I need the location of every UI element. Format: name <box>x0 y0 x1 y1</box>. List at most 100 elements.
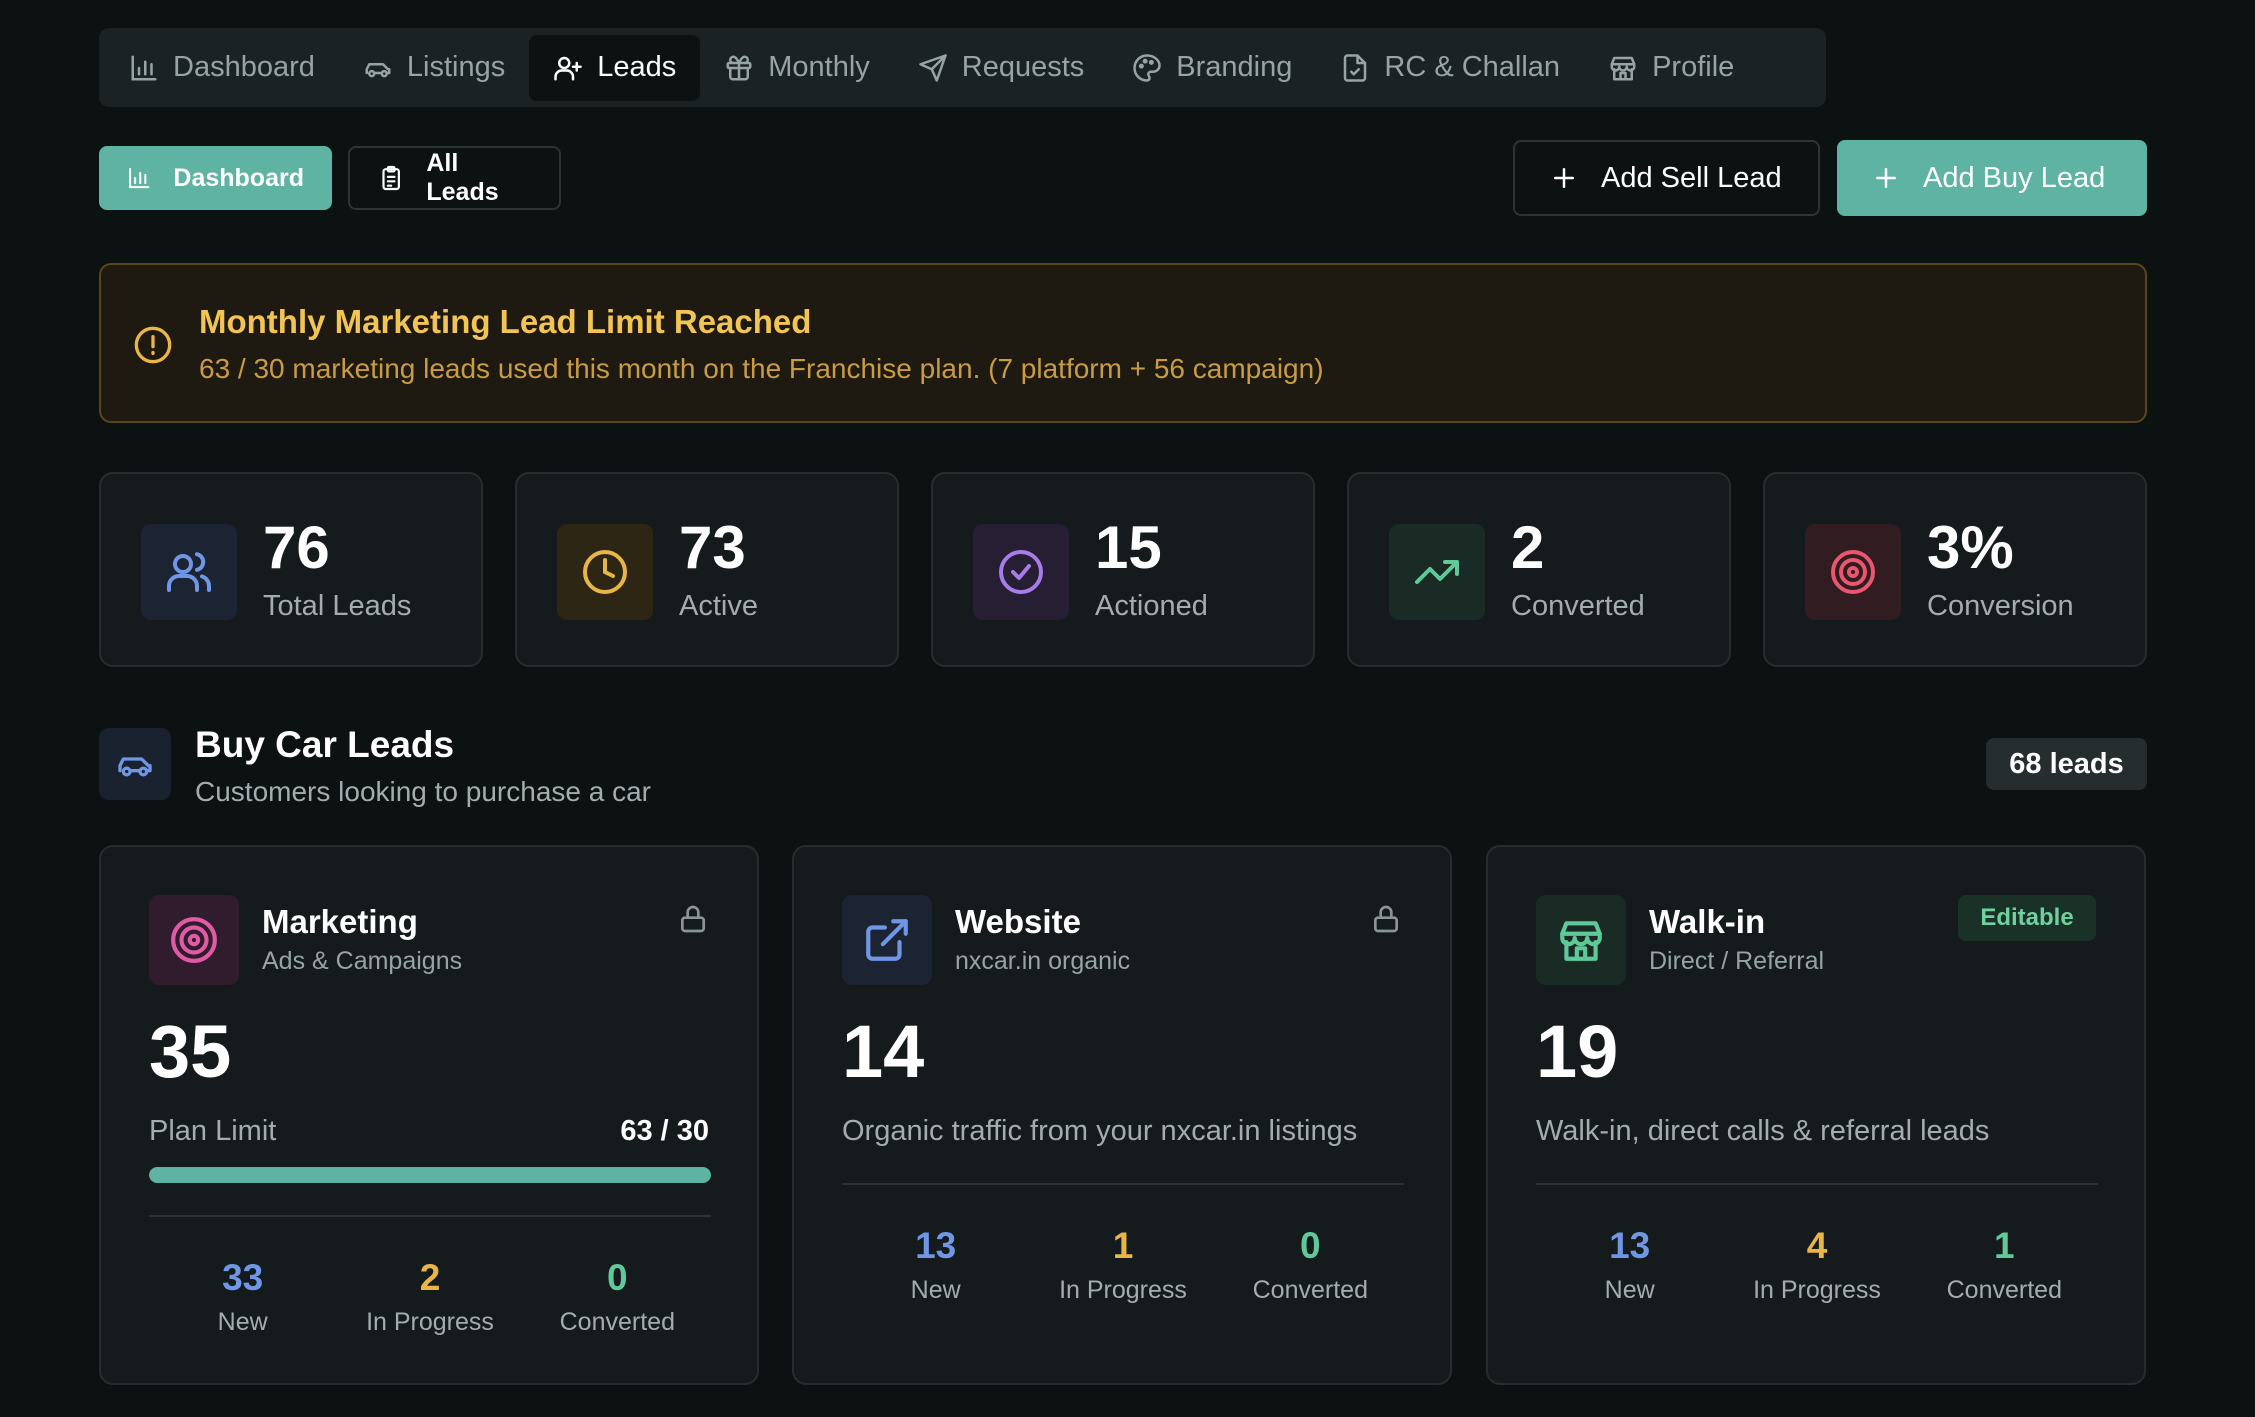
stat-card-conversion: 3% Conversion <box>1763 472 2147 667</box>
tab-listings[interactable]: Listings <box>339 35 529 101</box>
tab-label: Profile <box>1652 51 1735 83</box>
add-sell-lead-button[interactable]: Add Sell Lead <box>1513 140 1820 216</box>
breakdown-label: New <box>1604 1276 1655 1304</box>
source-card-marketing[interactable]: Marketing Ads & Campaigns 35 Plan Limit … <box>99 845 759 1385</box>
card-title: Website <box>955 903 1081 940</box>
stat-icon-box <box>973 524 1069 620</box>
breakdown-value: 0 <box>607 1257 628 1298</box>
leads-dashboard-button[interactable]: Dashboard <box>99 146 332 210</box>
tab-label: Leads <box>597 51 677 83</box>
breakdown-label: In Progress <box>366 1308 494 1336</box>
tab-label: RC & Challan <box>1384 51 1561 83</box>
users-icon <box>167 552 212 592</box>
breakdown-converted: 1 Converted <box>1914 1227 2094 1305</box>
tab-profile[interactable]: Profile <box>1584 35 1758 101</box>
card-lead-count: 35 <box>149 1010 232 1093</box>
clock-icon <box>583 550 627 594</box>
section-subtitle: Customers looking to purchase a car <box>195 776 651 807</box>
status-breakdown: 33 New 2 In Progress 0 Converted <box>149 1259 711 1337</box>
breakdown-value: 33 <box>222 1257 264 1298</box>
lock-icon <box>681 905 705 933</box>
editable-badge: Editable <box>1958 895 2096 941</box>
stat-card-converted: 2 Converted <box>1347 472 1731 667</box>
breakdown-label: In Progress <box>1059 1276 1187 1304</box>
target-icon <box>171 917 217 963</box>
tab-label: Dashboard <box>173 51 315 83</box>
stat-icon-box <box>141 524 237 620</box>
stat-card-actioned: 15 Actioned <box>931 472 1315 667</box>
stat-value: 76 <box>263 514 330 581</box>
stat-card-total-leads: 76 Total Leads <box>99 472 483 667</box>
plus-icon <box>1876 168 1896 188</box>
breakdown-new: 33 New <box>153 1259 333 1337</box>
palette-icon <box>1133 53 1162 82</box>
breakdown-new: 13 New <box>846 1227 1026 1305</box>
breakdown-converted: 0 Converted <box>1220 1227 1400 1305</box>
card-subtitle: Direct / Referral <box>1649 947 1825 975</box>
alert-circle-icon <box>134 326 172 364</box>
stat-value: 73 <box>679 514 746 581</box>
stat-label: Actioned <box>1095 590 1208 622</box>
stat-label: Total Leads <box>263 590 412 622</box>
divider <box>149 1215 711 1217</box>
section-title: Buy Car Leads <box>195 724 455 765</box>
stat-label: Conversion <box>1927 590 2074 622</box>
stat-card-active: 73 Active <box>515 472 899 667</box>
stat-value: 15 <box>1095 514 1162 581</box>
car-icon <box>118 757 152 777</box>
breakdown-label: Converted <box>1946 1276 2062 1304</box>
breakdown-in-progress: 4 In Progress <box>1727 1227 1907 1305</box>
tab-label: Branding <box>1176 51 1293 83</box>
add-buy-lead-label: Add Buy Lead <box>1923 161 2106 194</box>
status-breakdown: 13 New 4 In Progress 1 Converted <box>1536 1227 2098 1305</box>
tab-label: Requests <box>961 51 1085 83</box>
breakdown-in-progress: 2 In Progress <box>340 1259 520 1337</box>
status-breakdown: 13 New 1 In Progress 0 Converted <box>842 1227 1404 1305</box>
send-icon <box>919 53 947 82</box>
card-description: Organic traffic from your nxcar.in listi… <box>842 1115 1358 1147</box>
breakdown-value: 0 <box>1300 1225 1321 1266</box>
breakdown-value: 4 <box>1806 1225 1828 1266</box>
tab-dashboard[interactable]: Dashboard <box>105 35 339 101</box>
check-circle-icon <box>999 550 1043 594</box>
lead-limit-alert: Monthly Marketing Lead Limit Reached 63 … <box>99 263 2147 423</box>
breakdown-label: New <box>217 1308 268 1336</box>
breakdown-value: 1 <box>1994 1225 2015 1266</box>
plan-limit-progress <box>149 1167 711 1183</box>
bar-chart-icon <box>129 167 150 189</box>
car-icon <box>365 62 391 77</box>
stat-value: 2 <box>1511 514 1545 581</box>
source-card-website[interactable]: Website nxcar.in organic 14 Organic traf… <box>792 845 1452 1385</box>
add-buy-lead-button[interactable]: Add Buy Lead <box>1837 140 2147 216</box>
breakdown-label: In Progress <box>1753 1276 1881 1304</box>
breakdown-in-progress: 1 In Progress <box>1033 1227 1213 1305</box>
divider <box>842 1183 1404 1185</box>
stat-value: 3% <box>1927 514 2014 581</box>
tab-requests[interactable]: Requests <box>894 35 1109 101</box>
plus-icon <box>1554 168 1574 188</box>
file-check-icon <box>1344 53 1367 82</box>
breakdown-converted: 0 Converted <box>527 1259 707 1337</box>
lock-icon <box>1374 905 1398 933</box>
card-lead-count: 14 <box>842 1010 925 1093</box>
card-icon-box <box>149 895 239 985</box>
user-plus-icon <box>554 56 582 80</box>
breakdown-label: New <box>910 1276 961 1304</box>
section-icon-box <box>99 728 171 800</box>
card-lead-count: 19 <box>1536 1010 1619 1093</box>
card-title: Marketing <box>262 903 418 940</box>
tab-leads[interactable]: Leads <box>529 34 701 101</box>
breakdown-label: Converted <box>559 1308 675 1336</box>
clipboard-list-icon <box>382 165 400 191</box>
source-card-walk-in[interactable]: Walk-in Direct / Referral Editable 19 Wa… <box>1486 845 2146 1385</box>
breakdown-value: 1 <box>1112 1225 1134 1266</box>
store-icon <box>1610 56 1636 80</box>
all-leads-button[interactable]: All Leads <box>348 146 561 210</box>
card-description: Walk-in, direct calls & referral leads <box>1536 1115 1990 1147</box>
progress-fill <box>149 1167 711 1183</box>
tab-branding[interactable]: Branding <box>1108 35 1316 101</box>
tab-rc-challan[interactable]: RC & Challan <box>1316 35 1584 101</box>
card-icon-box <box>1536 895 1626 985</box>
tab-monthly[interactable]: Monthly <box>700 35 894 101</box>
tab-label: Listings <box>406 51 506 83</box>
